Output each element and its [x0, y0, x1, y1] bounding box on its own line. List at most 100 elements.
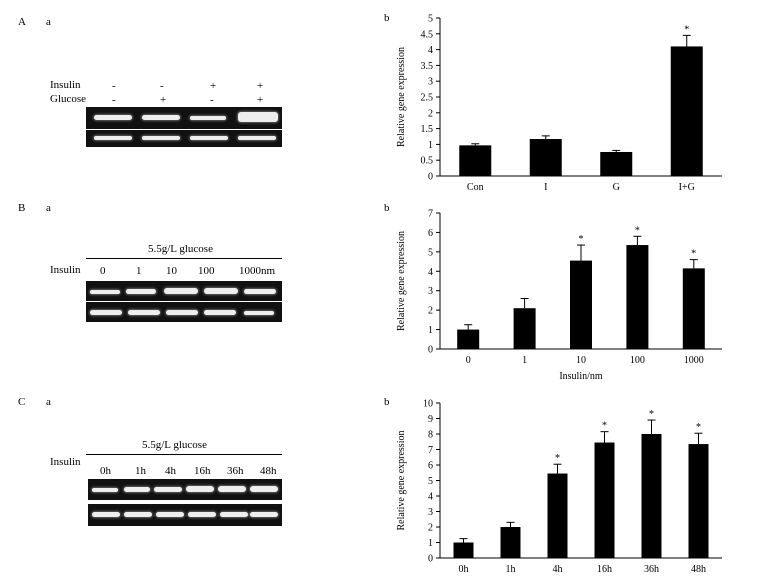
gel-band — [142, 136, 180, 140]
bar — [570, 260, 592, 349]
gel-band — [204, 288, 238, 294]
subpanel-label-c-a: a — [46, 396, 51, 408]
insulin-row-label-c: Insulin — [50, 456, 81, 468]
y-axis-label: Relative gene expression — [396, 47, 407, 147]
bar — [688, 444, 709, 558]
y-tick-label: 0 — [428, 345, 433, 356]
x-tick-label: I+G — [679, 182, 695, 193]
gel-band — [90, 290, 120, 294]
lane-label-c-6: 48h — [260, 465, 277, 477]
y-tick-label: 6 — [428, 461, 433, 472]
x-tick-label: 4h — [553, 564, 563, 575]
gel-band — [92, 512, 120, 517]
gel-band — [126, 289, 156, 294]
insulin-sign-2: - — [160, 80, 164, 92]
bar — [513, 308, 536, 349]
y-tick-label: 4.5 — [421, 29, 434, 40]
gel-image-b-top — [86, 281, 282, 301]
y-tick-label: 10 — [423, 399, 433, 410]
lane-label-c-2: 1h — [135, 465, 146, 477]
panel-label-b: B — [18, 202, 26, 214]
gel-image-c-top — [88, 479, 282, 500]
significance-marker: * — [602, 421, 607, 432]
bar — [500, 527, 521, 558]
x-tick-label: 1000 — [684, 355, 704, 366]
subpanel-label-a-b: b — [384, 12, 390, 24]
y-tick-label: 2 — [428, 108, 433, 119]
insulin-sign-1: - — [112, 80, 116, 92]
gel-header-rule-b — [86, 258, 282, 259]
gel-band — [124, 487, 150, 492]
x-tick-label: 1h — [506, 564, 516, 575]
y-tick-label: 5 — [428, 476, 433, 487]
lane-label-b-4: 100 — [198, 265, 215, 277]
lane-label-c-1: 0h — [100, 465, 111, 477]
gel-band — [190, 116, 226, 120]
gel-image-b-bottom — [86, 302, 282, 322]
significance-marker: * — [579, 234, 584, 245]
bar — [459, 145, 492, 176]
y-tick-label: 2 — [428, 523, 433, 534]
gel-band — [220, 512, 248, 517]
x-tick-label: 0 — [466, 355, 471, 366]
glucose-sign-2: + — [160, 94, 167, 106]
y-tick-label: 3.5 — [421, 61, 434, 72]
glucose-sign-1: - — [112, 94, 116, 106]
bar — [547, 473, 568, 558]
significance-marker: * — [684, 24, 689, 35]
gel-band — [154, 487, 182, 492]
gel-band — [188, 512, 216, 517]
y-tick-label: 9 — [428, 414, 433, 425]
insulin-row-label: Insulin — [50, 79, 81, 91]
x-axis-label: Insulin/nm — [559, 371, 603, 382]
y-tick-label: 4 — [428, 45, 433, 56]
gel-band — [190, 136, 228, 140]
gel-band — [186, 486, 214, 492]
y-tick-label: 5 — [428, 14, 433, 25]
gel-band — [250, 512, 278, 517]
x-tick-label: 48h — [691, 564, 706, 575]
y-axis-label: Relative gene expression — [396, 231, 407, 331]
insulin-row-label-b: Insulin — [50, 264, 81, 276]
y-tick-label: 1.5 — [421, 124, 434, 135]
gel-header-rule-c — [86, 454, 282, 455]
gel-band — [92, 488, 118, 492]
y-tick-label: 5 — [428, 247, 433, 258]
lane-label-b-3: 10 — [166, 265, 177, 277]
x-tick-label: Con — [467, 182, 484, 193]
glucose-row-label: Glucose — [50, 93, 87, 105]
y-tick-label: 2.5 — [421, 93, 434, 104]
subpanel-label-b-a: a — [46, 202, 51, 214]
gel-band — [128, 310, 160, 315]
gel-band — [90, 310, 122, 315]
bar-chart-a: 0 0.5 1 1.5 2 2.5 3 3.5 4 4.5 5 Relative gene expre… — [396, 14, 722, 193]
x-tick-label: I — [544, 182, 547, 193]
y-tick-label: 3 — [428, 77, 433, 88]
gel-band — [156, 512, 184, 517]
gel-band — [250, 486, 278, 492]
gel-band — [124, 512, 152, 517]
gel-band — [218, 486, 246, 492]
y-tick-label: 0.5 — [421, 156, 434, 167]
glucose-sign-3: - — [210, 94, 214, 106]
gel-header-c: 5.5g/L glucose — [142, 439, 207, 451]
y-tick-label: 0 — [428, 172, 433, 183]
lane-label-b-2: 1 — [136, 265, 142, 277]
gel-band — [238, 112, 278, 122]
x-tick-label: 10 — [576, 355, 586, 366]
subpanel-label-c-b: b — [384, 396, 390, 408]
gel-band — [166, 310, 198, 315]
gel-band — [94, 136, 132, 140]
y-tick-label: 0 — [428, 554, 433, 565]
lane-label-c-3: 4h — [165, 465, 176, 477]
bar — [457, 329, 480, 349]
y-tick-label: 7 — [428, 445, 433, 456]
subpanel-label-b-b: b — [384, 202, 390, 214]
gel-band — [244, 311, 274, 315]
panel-label-c: C — [18, 396, 26, 408]
bar — [453, 542, 474, 558]
significance-marker: * — [555, 453, 560, 464]
significance-marker: * — [691, 249, 696, 260]
y-tick-label: 1 — [428, 538, 433, 549]
y-tick-label: 2 — [428, 306, 433, 317]
